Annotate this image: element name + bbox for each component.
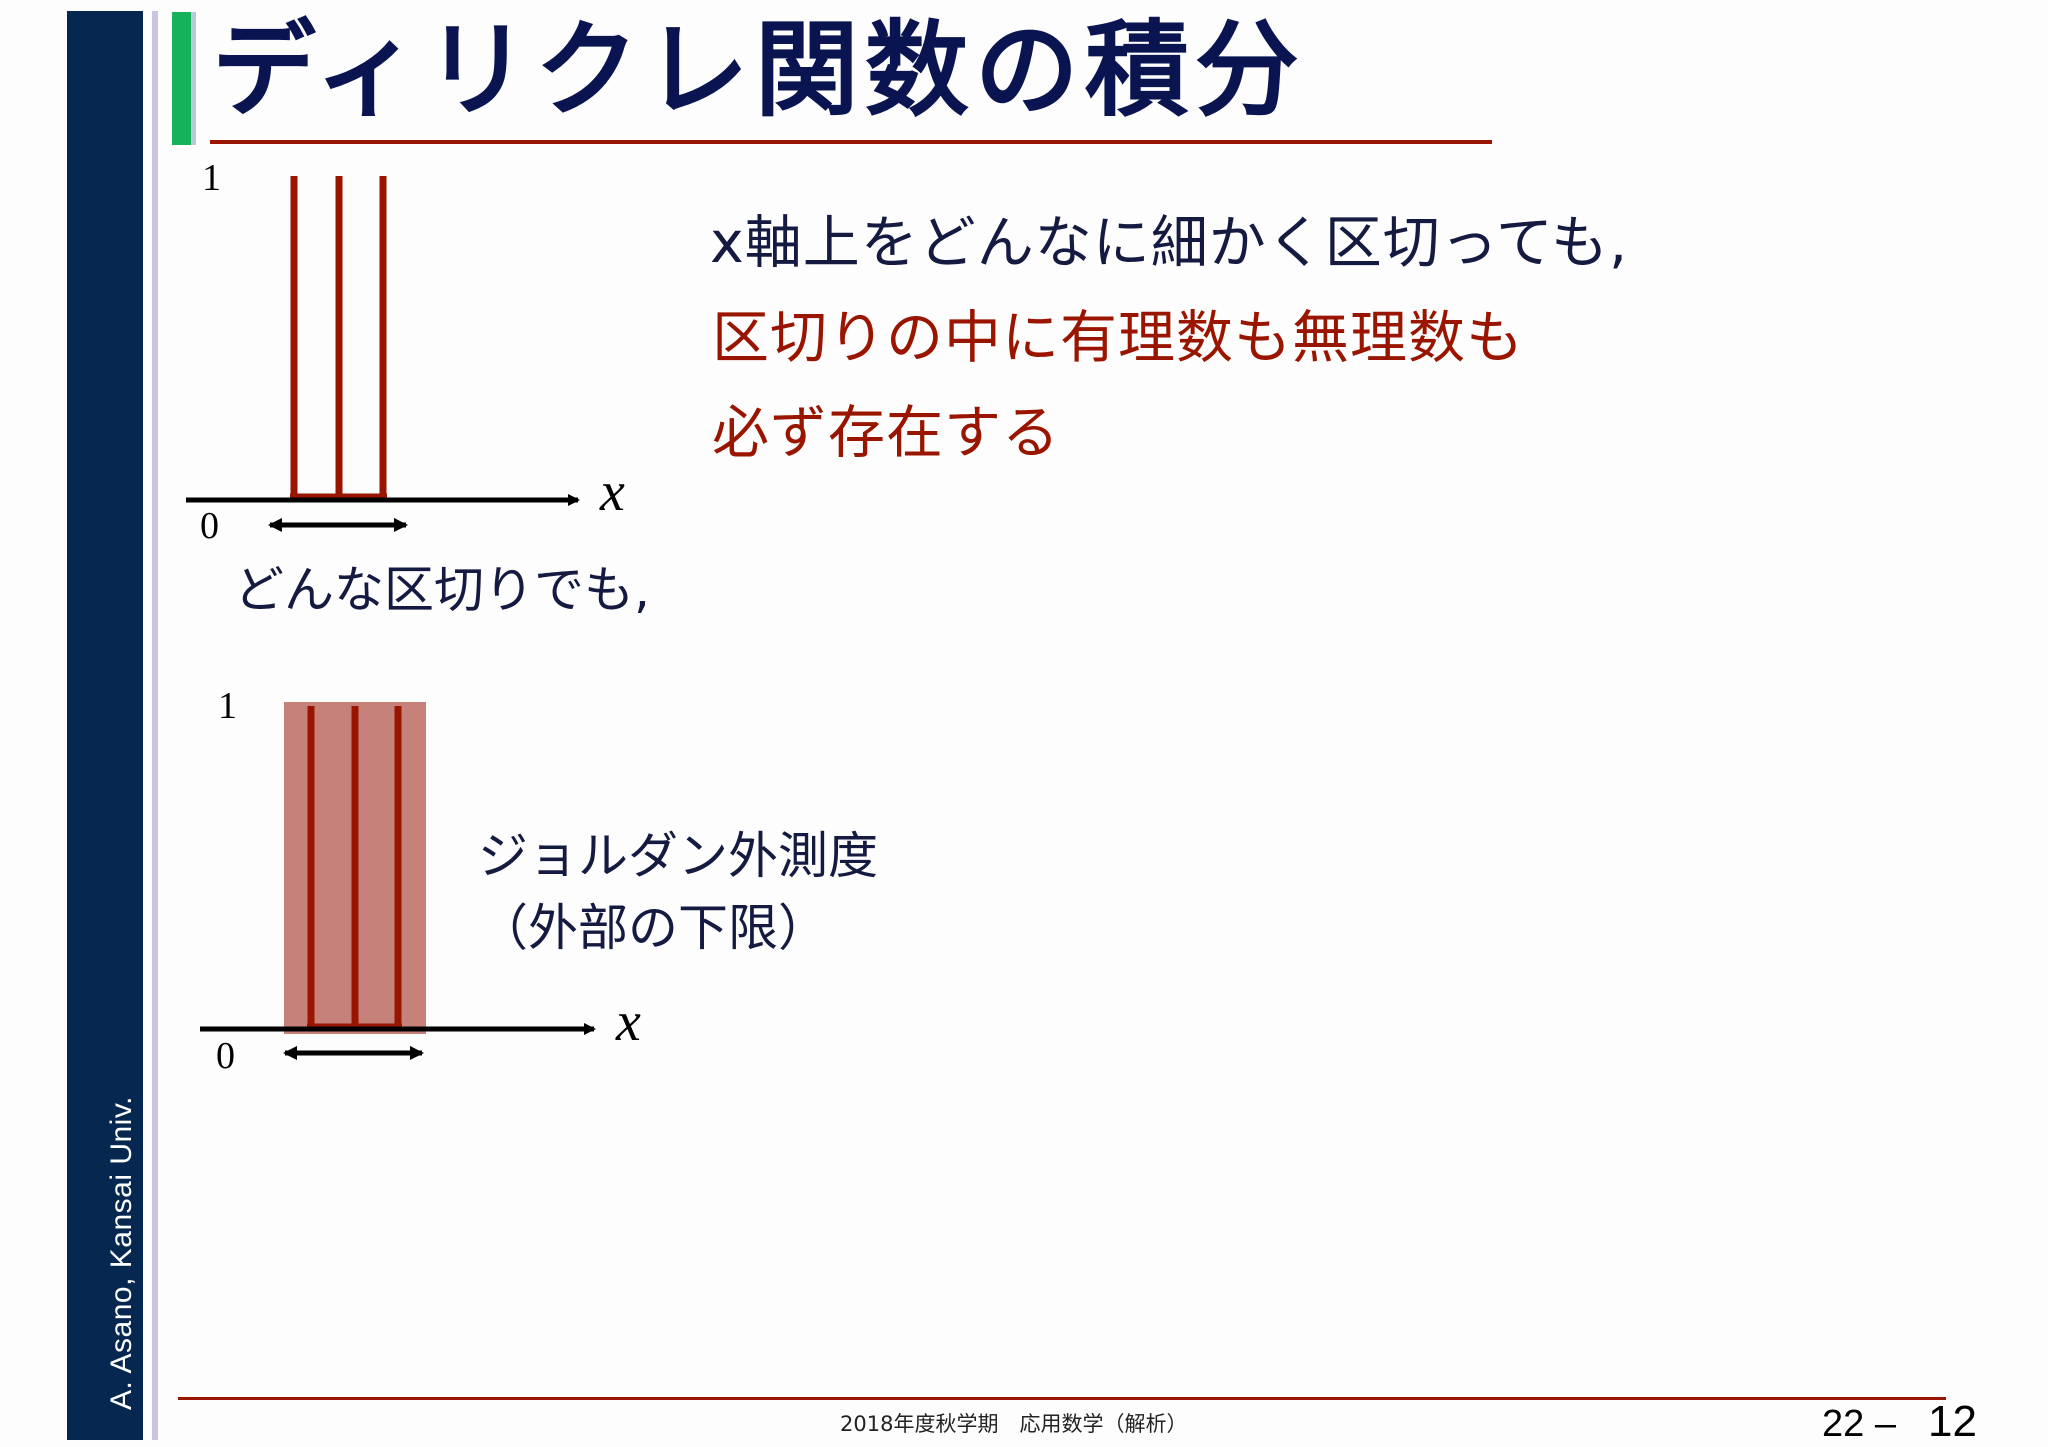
main-text-line-2: 区切りの中に有理数も無理数も xyxy=(712,305,1524,371)
bottom-origin-label: 0 xyxy=(216,1035,235,1077)
footer-rule xyxy=(178,1397,1946,1400)
top-figure-caption: どんな区切りでも, xyxy=(234,561,650,619)
footer-page: 12 xyxy=(1927,1397,1977,1446)
page-title: ディリクレ関数の積分 xyxy=(212,9,1305,131)
footer-course-name: 2018年度秋学期 応用数学（解析） xyxy=(840,1412,1188,1436)
sidebar-stripe xyxy=(152,11,158,1440)
main-text-line-3: 必ず存在する xyxy=(712,400,1060,466)
sidebar xyxy=(67,11,143,1440)
title-accent-bar xyxy=(172,12,191,145)
title-underline xyxy=(210,140,1492,144)
title-accent-stripe xyxy=(191,12,196,145)
bottom-figure-caption-line-1: ジョルダン外測度 xyxy=(478,827,878,885)
bottom-figure-caption-line-2: （外部の下限） xyxy=(478,899,828,957)
footer-chapter: 22 – xyxy=(1822,1403,1896,1445)
top-x-axis-label: x xyxy=(599,461,625,523)
bottom-x-axis-label: x xyxy=(615,991,641,1053)
footer-page-number: 22 – 12 xyxy=(1822,1397,1977,1447)
figure-top xyxy=(186,176,580,532)
main-text-line-1: x軸上をどんなに細かく区切っても, xyxy=(710,210,1629,276)
figure-bottom xyxy=(200,702,596,1060)
bottom-y-tick-1: 1 xyxy=(218,685,237,727)
top-y-tick-1: 1 xyxy=(202,157,221,199)
top-origin-label: 0 xyxy=(200,505,219,547)
